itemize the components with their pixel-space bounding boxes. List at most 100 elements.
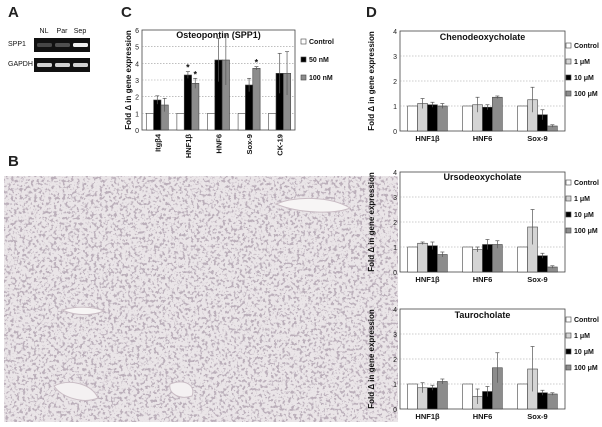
bar (268, 113, 277, 131)
legend-swatch (300, 38, 307, 45)
bar (237, 113, 246, 131)
bar (482, 106, 493, 132)
bar (462, 105, 473, 132)
legend-swatch (565, 179, 572, 186)
bar (547, 393, 558, 410)
y-tick-label: 3 (393, 332, 397, 339)
category-label: Sox-9 (527, 275, 547, 284)
category-label: HNF1β (415, 275, 440, 284)
y-tick-label: 1 (393, 104, 397, 111)
legend-label: 100 nM (309, 75, 333, 82)
y-tick-label: 3 (393, 195, 397, 202)
y-tick-label: 2 (393, 357, 397, 364)
y-tick-label: 6 (135, 28, 139, 35)
chart-4: 0 1 2 3 4 Taurocholate Fold Δ in gene expressi… (367, 307, 599, 421)
y-tick-label: 4 (393, 307, 397, 314)
chart-title: Taurocholate (455, 310, 511, 320)
significance-marker: * (255, 58, 259, 68)
category-label: HNF1β (184, 134, 193, 159)
bar (517, 105, 528, 132)
legend-label: Control (574, 180, 599, 187)
category-label: HNF6 (215, 134, 224, 154)
category-label: HNF1β (415, 412, 440, 421)
legend-swatch (300, 74, 307, 81)
legend-swatch (565, 42, 572, 49)
legend-label: 50 nM (309, 57, 329, 64)
legend-label: Control (574, 317, 599, 324)
bar (245, 84, 254, 131)
legend-label: Control (309, 39, 334, 46)
bar (176, 113, 185, 131)
bar (462, 383, 473, 410)
panel-letter-d: D (366, 4, 377, 21)
legend-label: 10 μM (574, 75, 594, 82)
y-tick-label: 0 (393, 129, 397, 136)
panel-letter-a: A (8, 4, 19, 21)
legend-label: 100 μM (574, 91, 598, 98)
legend-swatch (565, 74, 572, 81)
y-tick-label: 4 (393, 29, 397, 36)
bar (427, 104, 438, 132)
legend-label: 100 μM (574, 228, 598, 235)
bar (153, 99, 162, 131)
y-tick-label: 0 (393, 270, 397, 277)
category-label: HNF1β (415, 134, 440, 143)
bar (517, 246, 528, 273)
bar (437, 381, 448, 410)
y-tick-label: 1 (135, 111, 139, 118)
bar (407, 246, 418, 273)
category-label: Sox-9 (527, 134, 547, 143)
y-tick-label: 2 (393, 220, 397, 227)
bar (437, 105, 448, 132)
y-axis-label: Fold Δ in gene expression (367, 309, 376, 409)
bar (492, 244, 503, 273)
bar (417, 242, 428, 273)
legend-swatch (565, 332, 572, 339)
y-axis-label: Fold Δ in gene expression (367, 31, 376, 131)
chart-title: Ursodeoxycholate (443, 172, 521, 182)
bar (492, 96, 503, 132)
category-label: Sox-9 (527, 412, 547, 421)
significance-marker: * (186, 63, 190, 73)
bar (191, 83, 200, 131)
bar (252, 68, 261, 131)
legend-swatch (565, 195, 572, 202)
legend-swatch (565, 211, 572, 218)
chart-2: 0 1 2 3 4 Chenodeoxycholate Fold Δ in gene exp… (367, 29, 599, 143)
y-tick-label: 2 (393, 79, 397, 86)
legend-swatch (565, 227, 572, 234)
category-label: CK-19 (276, 134, 285, 156)
legend-swatch (565, 316, 572, 323)
significance-marker: * (193, 69, 197, 79)
legend-label: 10 μM (574, 349, 594, 356)
legend-swatch (565, 364, 572, 371)
chart-1: 0 1 2 3 4 5 6 Osteopontin (SPP1) Fold Δ in gene … (124, 28, 334, 158)
legend-swatch (565, 90, 572, 97)
bar (427, 245, 438, 273)
category-label: HNF6 (473, 412, 493, 421)
legend-label: 100 μM (574, 365, 598, 372)
legend-label: 1 μM (574, 333, 590, 340)
y-tick-label: 3 (393, 54, 397, 61)
y-tick-label: 5 (135, 45, 139, 52)
legend-swatch (565, 348, 572, 355)
bar (472, 249, 483, 273)
bar (407, 105, 418, 132)
bar (462, 246, 473, 273)
y-tick-label: 1 (393, 382, 397, 389)
y-axis-label: Fold Δ in gene expression (124, 30, 133, 130)
chart-title: Chenodeoxycholate (440, 32, 526, 42)
legend-label: 10 μM (574, 212, 594, 219)
panel-letter-c: C (121, 4, 132, 21)
bar (437, 254, 448, 273)
bar (427, 387, 438, 410)
legend-swatch (565, 58, 572, 65)
chart-3: 0 1 2 3 4 Ursodeoxycholate Fold Δ in gene expr… (367, 170, 599, 284)
panel-letter-b: B (8, 153, 19, 170)
category-label: Sox-9 (245, 134, 254, 154)
legend-label: 1 μM (574, 59, 590, 66)
y-tick-label: 4 (393, 170, 397, 177)
bar (145, 113, 154, 131)
category-label: HNF6 (473, 275, 493, 284)
